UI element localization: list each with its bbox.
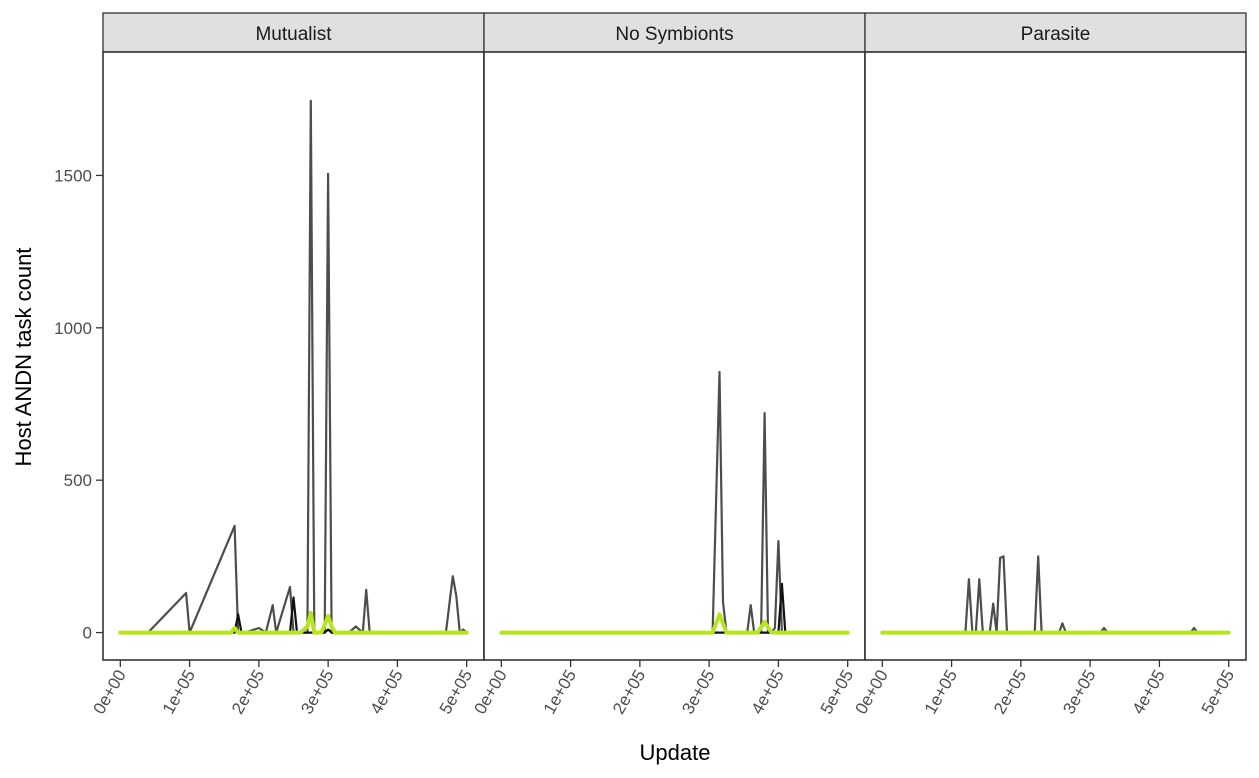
- x-tick-label: 4e+05: [748, 667, 788, 718]
- facet-strip: [102, 12, 485, 53]
- y-tick-label: 500: [64, 471, 92, 490]
- facet-strip: [864, 12, 1247, 53]
- x-tick-label: 3e+05: [678, 667, 718, 718]
- x-axis-title: Update: [640, 740, 711, 765]
- x-tick-label: 3e+05: [1059, 667, 1099, 718]
- x-tick-label: 2e+05: [609, 667, 649, 718]
- x-tick-label: 1e+05: [921, 667, 961, 718]
- series-group: [118, 99, 469, 635]
- x-tick-label: 1e+05: [540, 667, 580, 718]
- facet-panel-no-symbionts: No Symbionts 0e+00 1e+05 2e+05 3e+05 4e+05 5e+…: [470, 12, 866, 718]
- series-line-green-line: [499, 612, 850, 635]
- x-tick-label: 4e+05: [1129, 667, 1169, 718]
- y-tick-label: 1500: [54, 166, 92, 185]
- x-tick-label: 0e+00: [851, 667, 891, 718]
- y-tick-label: 1000: [54, 319, 92, 338]
- series-line-green-line: [118, 610, 469, 635]
- x-tick-label: 2e+05: [990, 667, 1030, 718]
- plot-area: [865, 52, 1246, 660]
- x-tick-label: 0e+00: [89, 667, 129, 718]
- x-tick-label: 3e+05: [297, 667, 337, 718]
- y-axis-title: Host ANDN task count: [11, 248, 36, 467]
- plot-area: [484, 52, 865, 660]
- x-tick-label: 2e+05: [228, 667, 268, 718]
- facet-panel-parasite: Parasite 0e+00 1e+05 2e+05 3e+05 4e+05 5e+05: [851, 12, 1247, 718]
- panel-border: [864, 51, 1247, 661]
- series-line-black-line: [119, 596, 468, 634]
- x-tick-label: 0e+00: [470, 667, 510, 718]
- x-tick-label: 5e+05: [436, 667, 476, 718]
- facet-strip-label: Parasite: [1021, 24, 1091, 45]
- x-tick-label: 5e+05: [1198, 667, 1238, 718]
- x-tick-label: 4e+05: [367, 667, 407, 718]
- facet-panel-mutualist: Mutualist 0e+00 1e+05 2e+05 3e+05 4e+05 5e+05 0…: [54, 12, 485, 718]
- facet-strip-label: No Symbionts: [615, 24, 733, 45]
- plot-area: [103, 52, 484, 660]
- facet-strip-label: Mutualist: [255, 24, 332, 45]
- series-group: [499, 370, 850, 635]
- x-tick-label: 1e+05: [159, 667, 199, 718]
- series-group: [880, 555, 1231, 635]
- x-tick-label: 5e+05: [817, 667, 857, 718]
- y-tick-label: 0: [83, 624, 92, 643]
